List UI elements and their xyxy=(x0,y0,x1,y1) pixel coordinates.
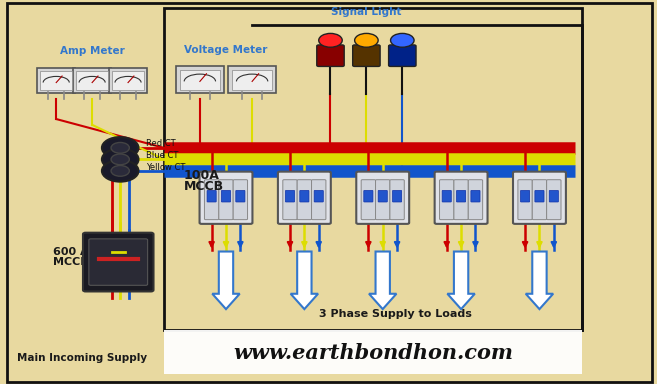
FancyBboxPatch shape xyxy=(109,68,147,93)
FancyBboxPatch shape xyxy=(297,180,311,220)
Circle shape xyxy=(102,149,139,170)
FancyBboxPatch shape xyxy=(175,66,224,93)
FancyBboxPatch shape xyxy=(435,172,487,224)
FancyBboxPatch shape xyxy=(89,239,148,285)
FancyBboxPatch shape xyxy=(520,190,530,202)
Polygon shape xyxy=(212,252,240,309)
Text: 100A: 100A xyxy=(183,169,219,182)
FancyBboxPatch shape xyxy=(442,190,451,202)
FancyBboxPatch shape xyxy=(164,330,582,374)
Text: Blue CT: Blue CT xyxy=(147,151,179,160)
FancyBboxPatch shape xyxy=(204,180,219,220)
FancyBboxPatch shape xyxy=(471,190,480,202)
FancyBboxPatch shape xyxy=(236,190,245,202)
Text: Voltage Meter: Voltage Meter xyxy=(185,45,267,55)
Circle shape xyxy=(111,154,129,165)
Circle shape xyxy=(390,33,414,47)
FancyBboxPatch shape xyxy=(40,71,72,90)
FancyBboxPatch shape xyxy=(361,180,376,220)
Text: Signal Light: Signal Light xyxy=(331,7,401,17)
FancyBboxPatch shape xyxy=(219,180,233,220)
Text: Amp Meter: Amp Meter xyxy=(60,46,124,56)
FancyBboxPatch shape xyxy=(468,180,483,220)
FancyBboxPatch shape xyxy=(378,190,387,202)
FancyBboxPatch shape xyxy=(353,45,380,66)
Text: Yellow CT: Yellow CT xyxy=(147,162,186,172)
Text: 3 Phase Supply to Loads: 3 Phase Supply to Loads xyxy=(319,309,472,319)
FancyBboxPatch shape xyxy=(440,180,454,220)
Text: Red CT: Red CT xyxy=(147,139,176,149)
FancyBboxPatch shape xyxy=(314,190,323,202)
FancyBboxPatch shape xyxy=(300,190,309,202)
FancyBboxPatch shape xyxy=(83,233,154,291)
FancyBboxPatch shape xyxy=(228,66,277,93)
Text: Main Incoming Supply: Main Incoming Supply xyxy=(17,353,147,363)
FancyBboxPatch shape xyxy=(278,172,331,224)
FancyBboxPatch shape xyxy=(454,180,468,220)
Polygon shape xyxy=(526,252,553,309)
FancyBboxPatch shape xyxy=(311,180,326,220)
FancyBboxPatch shape xyxy=(200,172,252,224)
Text: www.earthbondhon.com: www.earthbondhon.com xyxy=(233,343,513,362)
FancyBboxPatch shape xyxy=(518,180,532,220)
FancyBboxPatch shape xyxy=(232,70,273,90)
Bar xyxy=(164,8,582,330)
FancyBboxPatch shape xyxy=(392,190,401,202)
FancyBboxPatch shape xyxy=(207,190,216,202)
FancyBboxPatch shape xyxy=(513,172,566,224)
Circle shape xyxy=(319,33,342,47)
Circle shape xyxy=(111,142,129,153)
FancyBboxPatch shape xyxy=(376,180,390,220)
Polygon shape xyxy=(447,252,475,309)
Text: MCCB: MCCB xyxy=(183,180,223,193)
Circle shape xyxy=(111,166,129,176)
FancyBboxPatch shape xyxy=(547,180,561,220)
Circle shape xyxy=(102,137,139,159)
Text: 600 A: 600 A xyxy=(53,247,89,257)
FancyBboxPatch shape xyxy=(356,172,409,224)
FancyBboxPatch shape xyxy=(390,180,404,220)
FancyBboxPatch shape xyxy=(283,180,297,220)
FancyBboxPatch shape xyxy=(221,190,231,202)
FancyBboxPatch shape xyxy=(457,190,466,202)
FancyBboxPatch shape xyxy=(535,190,544,202)
Polygon shape xyxy=(369,252,396,309)
Polygon shape xyxy=(290,252,318,309)
FancyBboxPatch shape xyxy=(76,71,108,90)
FancyBboxPatch shape xyxy=(179,70,220,90)
Text: MCCB: MCCB xyxy=(53,257,89,267)
FancyBboxPatch shape xyxy=(73,68,112,93)
FancyBboxPatch shape xyxy=(285,190,294,202)
FancyBboxPatch shape xyxy=(37,68,76,93)
FancyBboxPatch shape xyxy=(317,45,344,66)
FancyBboxPatch shape xyxy=(364,190,373,202)
Circle shape xyxy=(355,33,378,47)
Circle shape xyxy=(102,160,139,182)
FancyBboxPatch shape xyxy=(388,45,416,66)
FancyBboxPatch shape xyxy=(549,190,558,202)
FancyBboxPatch shape xyxy=(233,180,248,220)
FancyBboxPatch shape xyxy=(532,180,547,220)
FancyBboxPatch shape xyxy=(112,71,144,90)
